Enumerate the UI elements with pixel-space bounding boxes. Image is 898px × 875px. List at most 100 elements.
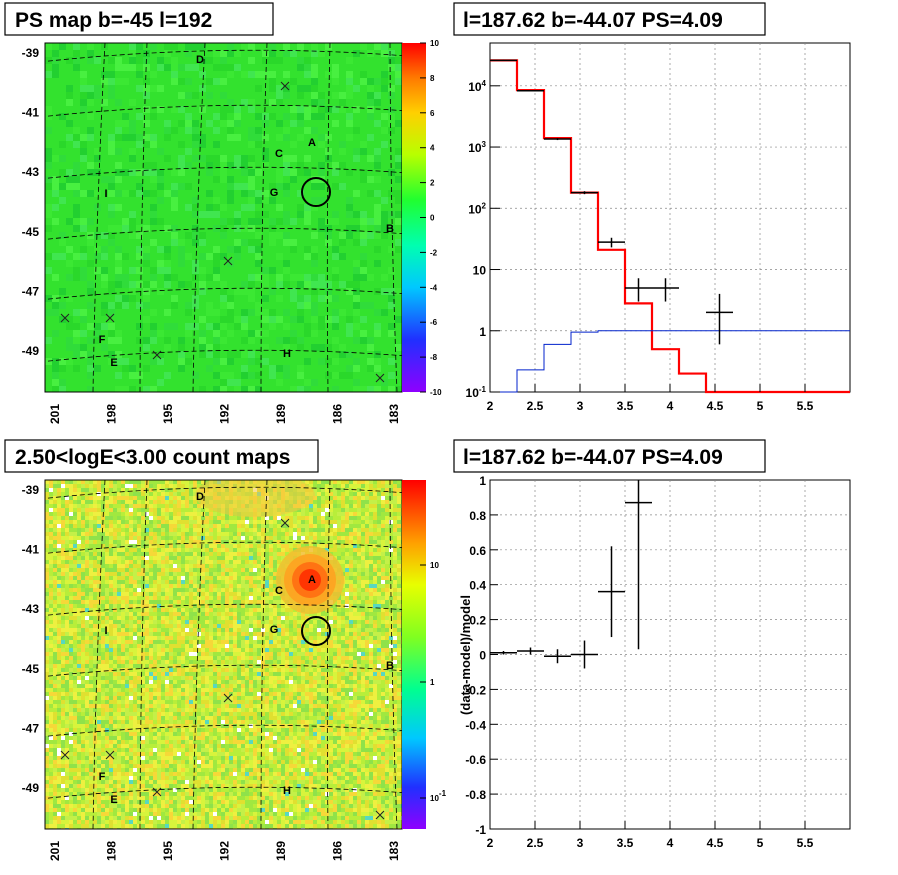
map-pixel [177,636,181,640]
map-pixel [367,337,374,344]
map-pixel [61,604,65,608]
map-pixel [353,508,357,512]
map-pixel [57,624,61,628]
map-pixel [121,588,125,592]
map-pixel [289,540,293,544]
map-pixel [395,71,402,78]
map-pixel [80,246,87,253]
map-pixel [393,600,397,604]
map-pixel [374,225,381,232]
map-pixel [357,496,361,500]
map-pixel [181,640,185,644]
map-pixel [66,344,73,351]
map-pixel [365,528,369,532]
map-pixel [73,134,80,141]
map-pixel [205,548,209,552]
map-pixel [141,584,145,588]
map-pixel [234,379,241,386]
map-pixel [121,624,125,628]
map-pixel [309,484,313,488]
map-pixel [117,640,121,644]
map-pixel [52,330,59,337]
map-pixel [221,520,225,524]
map-pixel [164,274,171,281]
map-pixel [373,492,377,496]
map-pixel [108,183,115,190]
map-pixel [125,512,129,516]
map-pixel [225,620,229,624]
map-pixel [45,71,52,78]
map-pixel [205,628,209,632]
map-pixel [304,253,311,260]
map-pixel [117,560,121,564]
map-pixel [318,183,325,190]
map-pixel [337,520,341,524]
map-pixel [201,640,205,644]
map-pixel [337,612,341,616]
map-pixel [381,536,385,540]
map-pixel [374,148,381,155]
map-pixel [65,596,69,600]
map-pixel [277,604,281,608]
map-pixel [52,295,59,302]
map-pixel [165,572,169,576]
map-pixel [177,528,181,532]
map-pixel [165,576,169,580]
map-pixel [45,520,49,524]
map-pixel [241,162,248,169]
map-pixel [265,608,269,612]
map-pixel [193,524,197,528]
map-pixel [262,155,269,162]
map-pixel [397,636,401,640]
map-pixel [321,508,325,512]
map-pixel [81,540,85,544]
map-pixel [317,620,321,624]
map-pixel [105,560,109,564]
map-pixel [385,492,389,496]
map-pixel [381,488,385,492]
map-pixel [185,113,192,120]
map-pixel [213,358,220,365]
map-pixel [177,592,181,596]
map-pixel [177,532,181,536]
map-pixel [241,99,248,106]
map-pixel [157,608,161,612]
map-pixel [125,584,129,588]
map-pixel [53,616,57,620]
map-pixel [161,596,165,600]
map-pixel [339,92,346,99]
source-cross-marker [375,373,385,383]
map-pixel [185,148,192,155]
map-pixel [149,600,153,604]
spectrum-title: l=187.62 b=-44.07 PS=4.09 [463,9,723,32]
map-pixel [105,616,109,620]
map-pixel [249,524,253,528]
map-pixel [177,624,181,628]
map-pixel [177,556,181,560]
map-pixel [377,568,381,572]
map-pixel [309,512,313,516]
map-pixel [173,580,177,584]
map-pixel [164,267,171,274]
map-pixel [66,120,73,127]
map-pixel [141,544,145,548]
map-pixel [193,512,197,516]
map-pixel [297,211,304,218]
map-pixel [293,532,297,536]
map-pixel [52,57,59,64]
map-pixel [373,588,377,592]
map-pixel [277,620,281,624]
map-pixel [365,600,369,604]
map-pixel [153,624,157,628]
map-pixel [345,512,349,516]
map-pixel [221,612,225,616]
map-pixel [69,628,73,632]
map-pixel [143,134,150,141]
map-pixel [385,640,389,644]
map-pixel [45,500,49,504]
spectrum-panel: l=187.62 b=-44.07 PS=4.09 2 2.5 3 3.5 4 4.5 5 5… [453,2,851,413]
map-pixel [49,564,53,568]
source-cross-marker [280,81,290,91]
map-pixel [220,106,227,113]
map-pixel [377,576,381,580]
